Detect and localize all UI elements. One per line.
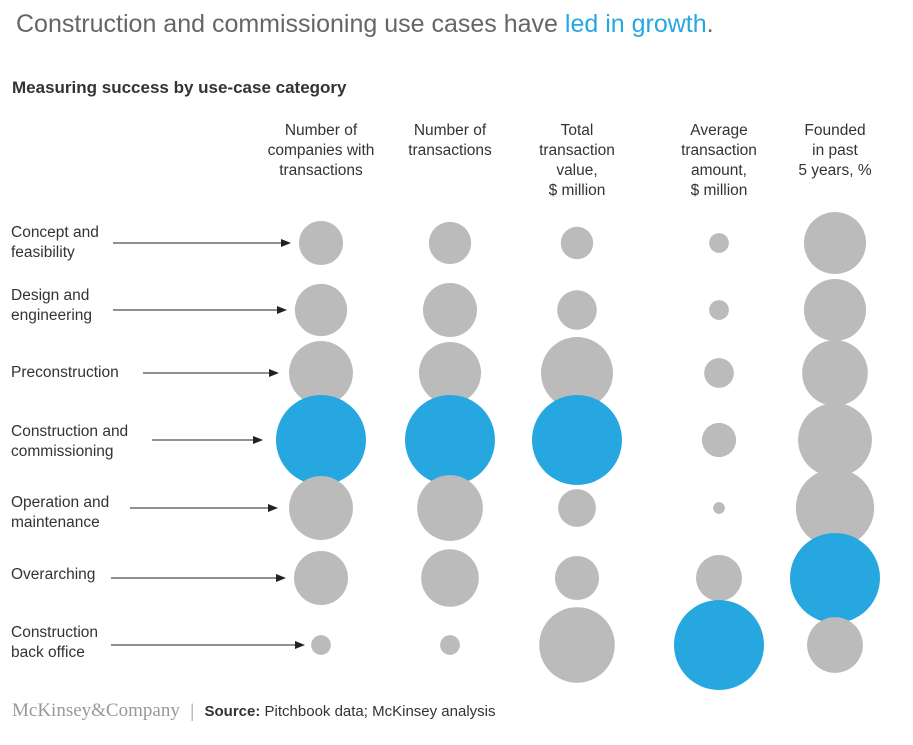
- bubble: [798, 403, 872, 477]
- column-header: Number of companies with transactions: [267, 122, 375, 179]
- bubble: [795, 468, 875, 548]
- row-label: Design and engineering: [11, 287, 93, 324]
- row-label: Preconstruction: [11, 364, 119, 381]
- bubble: [311, 635, 331, 655]
- source-text: Pitchbook data; McKinsey analysis: [260, 702, 496, 720]
- bubble: [713, 502, 725, 514]
- row-label: Construction back office: [11, 624, 99, 661]
- row-label: Concept and feasibility: [11, 224, 99, 261]
- row-label: Overarching: [11, 566, 96, 583]
- source-label: Source:: [204, 702, 261, 720]
- bubble: [558, 489, 596, 527]
- bubble: [696, 555, 742, 601]
- bubble: [802, 340, 868, 406]
- bubble: [554, 555, 600, 601]
- headline: Construction and commissioning use cases…: [16, 10, 714, 39]
- column-header: Total transaction value, $ million: [539, 122, 615, 199]
- bubble: [539, 607, 615, 683]
- bubble: [423, 283, 477, 337]
- column-header: Founded in past 5 years, %: [798, 122, 872, 179]
- row-label: Operation and maintenance: [11, 494, 110, 531]
- bubble: [417, 475, 483, 541]
- mckinsey-logo: McKinsey&Company: [12, 700, 180, 721]
- column-header: Average transaction amount, $ million: [681, 122, 757, 199]
- bubble: [405, 395, 495, 485]
- bubble: [704, 358, 734, 388]
- footer-divider: |: [189, 700, 195, 721]
- bubble: [276, 395, 366, 485]
- bubble: [289, 341, 353, 405]
- bubble: [803, 278, 867, 342]
- chart-title: Measuring success by use-case category: [12, 78, 347, 97]
- bubble: [790, 533, 880, 623]
- source-note: Source: Pitchbook data; McKinsey analysi…: [205, 703, 496, 720]
- bubble: [289, 476, 353, 540]
- row-label: Construction and commissioning: [11, 423, 129, 460]
- bubble: [674, 600, 764, 690]
- headline-highlight: led in growth: [564, 10, 707, 38]
- bubble: [803, 211, 867, 275]
- headline-end: .: [706, 10, 714, 38]
- bubble: [557, 290, 597, 330]
- bubble: [440, 635, 460, 655]
- bubble: [541, 337, 613, 409]
- bubble: [560, 226, 594, 260]
- bubble: [709, 300, 729, 320]
- bubble: [807, 617, 863, 673]
- bubble: [298, 220, 344, 266]
- bubble: [294, 551, 348, 605]
- bubble: [418, 341, 482, 405]
- column-header: Number of transactions: [408, 122, 492, 159]
- bubble: [294, 283, 348, 337]
- bubble: [709, 233, 729, 253]
- bubble: [421, 549, 479, 607]
- headline-text: Construction and commissioning use cases…: [16, 10, 565, 38]
- footer: McKinsey&Company | Source: Pitchbook dat…: [12, 700, 496, 722]
- bubble: [701, 422, 737, 458]
- bubble: [532, 395, 622, 485]
- bubble: [428, 221, 472, 265]
